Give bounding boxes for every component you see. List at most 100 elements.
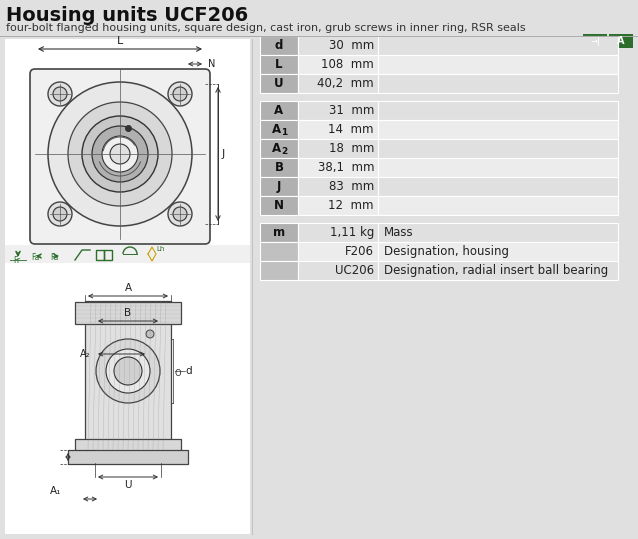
Text: m: m xyxy=(273,226,285,239)
Bar xyxy=(96,250,104,260)
Text: Fr: Fr xyxy=(13,256,20,265)
Text: 18  mm: 18 mm xyxy=(329,142,374,155)
Bar xyxy=(260,242,298,261)
Text: J: J xyxy=(277,180,281,193)
Bar xyxy=(378,55,618,74)
Text: A: A xyxy=(271,142,281,155)
Text: L: L xyxy=(275,58,283,71)
Bar xyxy=(260,36,298,55)
Text: 40,2  mm: 40,2 mm xyxy=(317,77,374,90)
Bar xyxy=(260,158,298,177)
Text: 2: 2 xyxy=(281,147,287,156)
Bar xyxy=(378,36,618,55)
Bar xyxy=(5,245,250,263)
Bar xyxy=(378,120,618,139)
Bar xyxy=(75,439,181,451)
Bar xyxy=(104,250,112,260)
Text: 12  mm: 12 mm xyxy=(329,199,374,212)
Text: A: A xyxy=(617,36,625,46)
Circle shape xyxy=(173,207,187,221)
Bar xyxy=(298,196,378,215)
Text: F206: F206 xyxy=(345,245,374,258)
Bar xyxy=(260,196,298,215)
Text: d: d xyxy=(275,39,283,52)
Text: L: L xyxy=(117,36,123,46)
Text: Designation, radial insert ball bearing: Designation, radial insert ball bearing xyxy=(384,264,608,277)
Text: N: N xyxy=(208,59,216,69)
Circle shape xyxy=(168,82,192,106)
Text: U: U xyxy=(124,480,132,490)
Bar xyxy=(298,55,378,74)
Circle shape xyxy=(106,349,150,393)
Bar xyxy=(260,139,298,158)
Text: UC206: UC206 xyxy=(335,264,374,277)
Circle shape xyxy=(110,144,130,164)
Text: 14  mm: 14 mm xyxy=(329,123,374,136)
Bar xyxy=(298,242,378,261)
Text: Fa: Fa xyxy=(31,253,40,262)
Bar xyxy=(260,74,298,93)
Bar xyxy=(85,301,171,449)
Bar xyxy=(378,177,618,196)
Text: four-bolt flanged housing units, square design, cast iron, grub screws in inner : four-bolt flanged housing units, square … xyxy=(6,23,526,33)
Circle shape xyxy=(173,87,187,101)
Bar xyxy=(298,120,378,139)
Text: N: N xyxy=(274,199,284,212)
Text: Housing units UCF206: Housing units UCF206 xyxy=(6,6,248,25)
Text: 30  mm: 30 mm xyxy=(329,39,374,52)
Bar xyxy=(378,223,618,242)
Text: A₁: A₁ xyxy=(50,486,62,496)
Text: 83  mm: 83 mm xyxy=(329,180,374,193)
Bar xyxy=(378,74,618,93)
Text: Fa: Fa xyxy=(50,253,58,262)
Text: Lh: Lh xyxy=(156,246,165,252)
Text: 1: 1 xyxy=(281,128,287,137)
Text: O: O xyxy=(175,370,181,378)
Circle shape xyxy=(48,82,72,106)
Bar xyxy=(260,223,298,242)
Text: A: A xyxy=(271,123,281,136)
Bar xyxy=(260,101,298,120)
Bar xyxy=(298,139,378,158)
Bar xyxy=(5,39,250,534)
Bar xyxy=(68,450,188,464)
Bar xyxy=(260,55,298,74)
Bar xyxy=(609,34,633,48)
Circle shape xyxy=(102,136,138,172)
Bar xyxy=(298,261,378,280)
Circle shape xyxy=(53,207,67,221)
Bar xyxy=(298,74,378,93)
Circle shape xyxy=(48,202,72,226)
Text: U: U xyxy=(274,77,284,90)
Text: 108  mm: 108 mm xyxy=(322,58,374,71)
Bar xyxy=(8,41,248,249)
Circle shape xyxy=(53,87,67,101)
Text: →|: →| xyxy=(590,37,600,45)
FancyBboxPatch shape xyxy=(30,69,210,244)
Bar xyxy=(298,177,378,196)
Bar xyxy=(378,158,618,177)
Text: 38,1  mm: 38,1 mm xyxy=(318,161,374,174)
Bar xyxy=(583,34,607,48)
Circle shape xyxy=(48,82,192,226)
Bar xyxy=(8,266,248,509)
Text: d: d xyxy=(185,366,191,376)
Text: B: B xyxy=(274,161,283,174)
Text: A: A xyxy=(274,104,283,117)
Text: Mass: Mass xyxy=(384,226,413,239)
Bar xyxy=(260,261,298,280)
Bar xyxy=(260,177,298,196)
Bar xyxy=(298,101,378,120)
Text: B: B xyxy=(124,308,131,318)
Text: A: A xyxy=(124,283,131,293)
Circle shape xyxy=(92,126,148,182)
Bar xyxy=(298,158,378,177)
Bar xyxy=(378,242,618,261)
Text: A₂: A₂ xyxy=(80,349,90,359)
Text: J: J xyxy=(222,149,225,159)
Bar xyxy=(378,196,618,215)
Circle shape xyxy=(146,330,154,338)
Text: 1,11 kg: 1,11 kg xyxy=(330,226,374,239)
Bar xyxy=(75,302,181,324)
Bar xyxy=(378,101,618,120)
